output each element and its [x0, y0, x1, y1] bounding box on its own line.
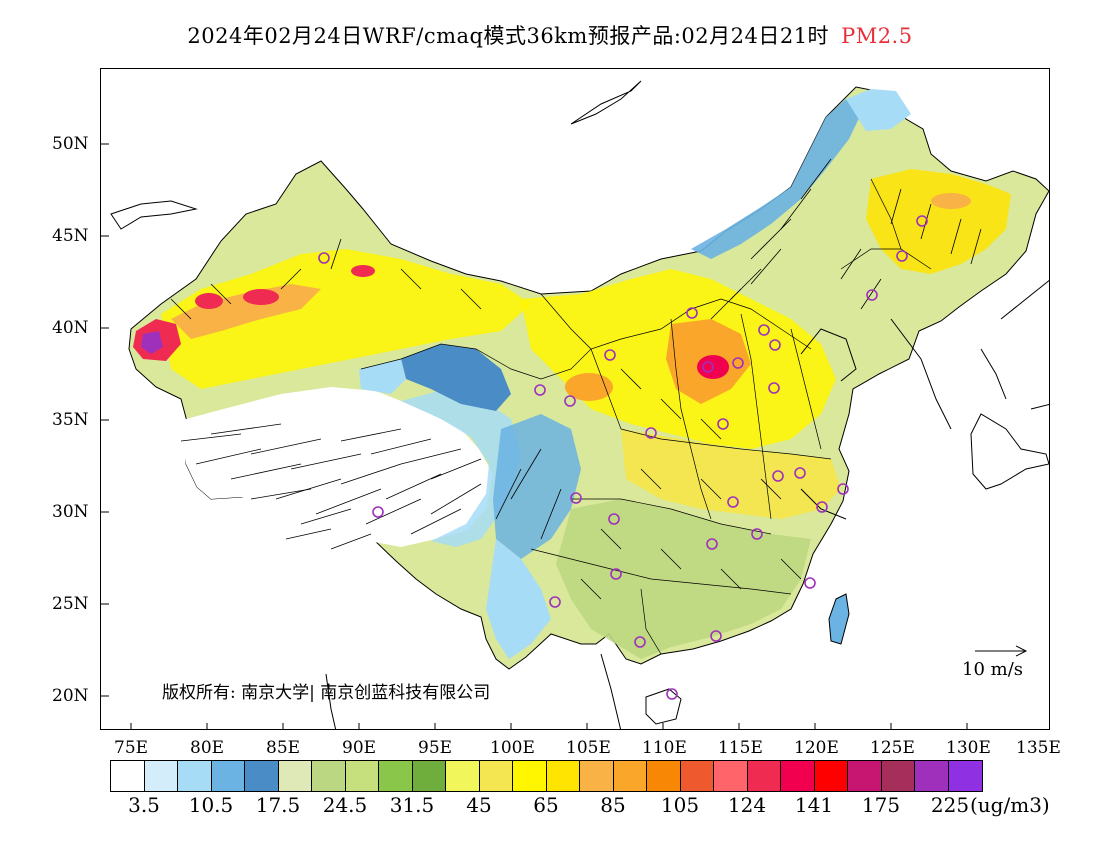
- urumqi-hotspot: [351, 265, 375, 277]
- legend-swatch: [211, 761, 245, 791]
- title-variable: PM2.5: [841, 24, 913, 48]
- tarim-hotspot: [171, 284, 321, 339]
- legend-swatch: [546, 761, 580, 791]
- legend-label: 85: [600, 793, 626, 817]
- lon-label-80e: 80E: [190, 738, 225, 758]
- title-main: 2024年02月24日WRF/cmaq模式36km预报产品:02月24日21时: [187, 24, 830, 48]
- legend-swatch: [781, 761, 815, 791]
- wind-scale-arrow: [975, 645, 1028, 657]
- lon-label-115e: 115E: [718, 738, 763, 758]
- lon-label-105e: 105E: [566, 738, 611, 758]
- taiwan: [828, 593, 850, 645]
- lat-label-50n: 50N: [52, 134, 89, 154]
- legend-label: 24.5: [322, 793, 368, 817]
- lon-label-125e: 125E: [870, 738, 915, 758]
- lat-label-30n: 30N: [52, 502, 89, 522]
- lat-label-20n: 20N: [52, 686, 89, 706]
- legend-label: 124: [727, 793, 767, 817]
- legend-swatch: [513, 761, 547, 791]
- yunnan-blue: [486, 539, 551, 659]
- map-canvas: [101, 80, 1049, 729]
- wind-vectors: [170, 158, 982, 600]
- legend-swatch: [814, 761, 848, 791]
- xinjiang-yellow: [161, 249, 531, 389]
- legend-swatch: [915, 761, 949, 791]
- pm25-map: [100, 68, 1050, 730]
- lon-label-110e: 110E: [642, 738, 687, 758]
- copyright-text: 版权所有: 南京大学| 南京创蓝科技有限公司: [162, 683, 491, 703]
- legend-swatch: [412, 761, 446, 791]
- legend-label: 105: [660, 793, 700, 817]
- yangtze-yellow: [621, 429, 841, 519]
- legend-swatch: [379, 761, 413, 791]
- axis-ticks: [101, 143, 968, 729]
- south-china-green: [556, 499, 811, 659]
- korla-hotspot: [243, 289, 279, 305]
- north-border-blue: [691, 99, 861, 259]
- legend-swatch: [580, 761, 614, 791]
- sichuan-blue: [493, 414, 581, 559]
- city-markers: [318, 215, 928, 700]
- lat-label-40n: 40N: [52, 318, 89, 338]
- legend-label: 17.5: [255, 793, 301, 817]
- legend-swatch: [178, 761, 212, 791]
- legend-swatch: [613, 761, 647, 791]
- legend-swatch: [881, 761, 915, 791]
- kashgar-core: [141, 331, 163, 354]
- lon-label-95e: 95E: [418, 738, 453, 758]
- legend-swatch: [278, 761, 312, 791]
- lat-label-35n: 35N: [52, 410, 89, 430]
- tibet-edge-blue: [401, 389, 521, 547]
- lat-label-45n: 45N: [52, 226, 89, 246]
- legend-swatch: [111, 761, 145, 791]
- lon-label-90e: 90E: [342, 738, 377, 758]
- northeast-yellow: [866, 169, 1011, 274]
- legend-swatch: [245, 761, 279, 791]
- legend-label: 141: [794, 793, 834, 817]
- legend-unit: (ug/m3): [970, 793, 1050, 817]
- harbin-hotspot: [931, 193, 971, 209]
- legend-swatch: [446, 761, 480, 791]
- legend-swatch: [680, 761, 714, 791]
- legend-swatch: [848, 761, 882, 791]
- lon-label-135e: 135E: [1016, 738, 1061, 758]
- qinghai-lightblue: [359, 359, 406, 394]
- shaanxi-orange: [565, 373, 613, 401]
- legend-swatch: [312, 761, 346, 791]
- lon-label-130e: 130E: [946, 738, 991, 758]
- lon-label-120e: 120E: [794, 738, 839, 758]
- lat-label-25n: 25N: [52, 594, 89, 614]
- aksu-hotspot: [195, 293, 223, 309]
- legend-swatch: [345, 761, 379, 791]
- province-borders: [360, 178, 932, 655]
- lon-label-75e: 75E: [114, 738, 149, 758]
- legend-label: 175: [861, 793, 901, 817]
- hainan: [645, 688, 682, 725]
- pm25-legend: [110, 760, 983, 792]
- wind-scale-label: 10 m/s: [962, 659, 1023, 680]
- legend-swatch: [747, 761, 781, 791]
- northeast-lightblue: [846, 89, 911, 131]
- legend-label: 65: [533, 793, 559, 817]
- legend-label: 31.5: [389, 793, 435, 817]
- lon-label-85e: 85E: [266, 738, 301, 758]
- lon-label-100e: 100E: [490, 738, 535, 758]
- legend-label: 3.5: [128, 793, 160, 817]
- legend-label: 10.5: [188, 793, 234, 817]
- legend-swatch: [714, 761, 748, 791]
- legend-swatch: [144, 761, 178, 791]
- qinghai-blue: [401, 344, 511, 411]
- legend-swatch: [647, 761, 681, 791]
- legend-label: 45: [466, 793, 492, 817]
- coastline-outlines: [110, 80, 1049, 729]
- legend-swatch: [948, 761, 982, 791]
- legend-swatch: [479, 761, 513, 791]
- legend-label: 225: [930, 793, 970, 817]
- map-title: 2024年02月24日WRF/cmaq模式36km预报产品:02月24日21时 P…: [0, 20, 1100, 50]
